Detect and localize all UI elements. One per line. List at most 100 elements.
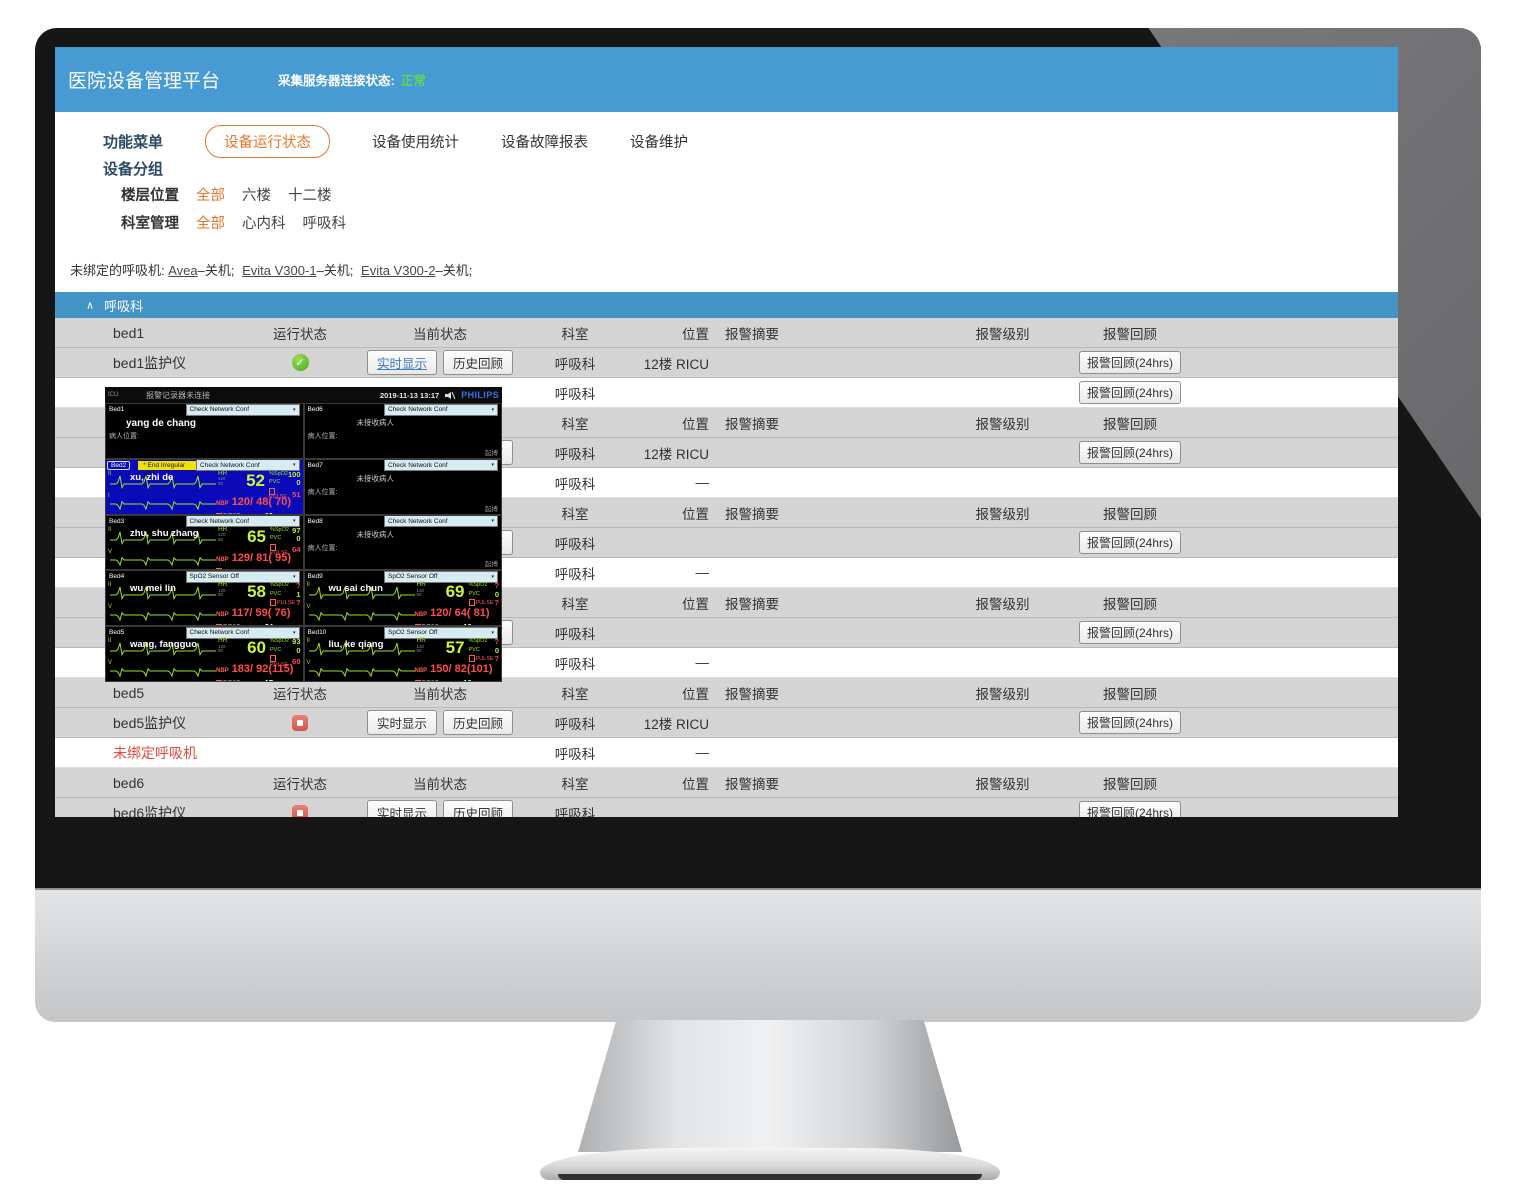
- pacer-label: 起搏: [485, 449, 498, 457]
- patient-name: xu, zhi de: [130, 471, 174, 483]
- network-status-dropdown[interactable]: Check Network Conf ▾: [185, 515, 300, 528]
- floor-option-all[interactable]: 全部: [196, 187, 225, 204]
- alarm-box-icon: [270, 599, 276, 607]
- alarm-review-24hrs-button[interactable]: 报警回顾(24hrs): [1078, 441, 1181, 464]
- history-review-button[interactable]: 历史回顾: [443, 350, 514, 375]
- tab-device-running-status[interactable]: 设备运行状态: [205, 124, 331, 158]
- alarm-box-icon: [468, 655, 475, 663]
- col-department: 科室: [561, 416, 589, 432]
- history-review-button[interactable]: 历史回顾: [443, 710, 514, 735]
- department-option-cardiology[interactable]: 心内科: [242, 215, 286, 232]
- pulse-row: PULSE 64: [270, 543, 301, 557]
- col-alarm-summary: 报警摘要: [725, 326, 779, 342]
- server-status-value: 正常: [400, 74, 426, 88]
- spo2-label: %SpO2: [270, 638, 289, 645]
- alarm-review-24hrs-button[interactable]: 报警回顾(24hrs): [1078, 801, 1181, 817]
- network-status-dropdown[interactable]: SpO2 Sensor Off ▾: [384, 627, 498, 639]
- col-alarm-review: 报警回顾: [1103, 686, 1157, 702]
- hr-limits: HR 120 50: [417, 582, 430, 607]
- patient-location-label: 病人位置:: [307, 544, 338, 552]
- alarm-box-icon: [414, 679, 421, 681]
- spo2-label: %SpO2: [468, 638, 488, 645]
- ventilator-link-evita-v300-2[interactable]: Evita V300-2: [361, 263, 436, 278]
- dropdown-text: Check Network Conf: [189, 629, 250, 637]
- nbp-value: 120/ 48( 70): [231, 495, 291, 508]
- department-cell: 呼吸科: [554, 806, 596, 818]
- bed-id-badge: Bed10: [307, 629, 327, 637]
- tile-header: Bed5 Check Network Conf ▾: [106, 627, 303, 639]
- alarm-box-icon: [468, 599, 475, 607]
- nav-tabs: 功能菜单 设备运行状态 设备使用统计 设备故障报表 设备维护: [55, 112, 1398, 158]
- nbp-row: NBP 117/ 59( 76): [216, 604, 290, 619]
- collapse-caret-icon[interactable]: ∧: [86, 299, 95, 312]
- tab-device-maintenance[interactable]: 设备维护: [630, 134, 689, 151]
- vitals-block: HR 120 50 52 %SpO2 100 PVC 0 PULSE 51: [218, 470, 301, 501]
- col-current-status: 当前状态: [413, 686, 467, 702]
- alarm-review-cell: 报警回顾(24hrs): [1060, 381, 1200, 404]
- history-review-button[interactable]: 历史回顾: [443, 800, 514, 817]
- alarm-review-24hrs-button[interactable]: 报警回顾(24hrs): [1078, 351, 1181, 374]
- network-status-dropdown[interactable]: Check Network Conf ▾: [384, 459, 498, 472]
- alarm-box-icon: [216, 568, 222, 570]
- spo2-label: %SpO2: [270, 582, 289, 589]
- tab-device-fault-report[interactable]: 设备故障报表: [501, 134, 589, 151]
- ventilator-link-evita-v300-1[interactable]: Evita V300-1: [242, 263, 317, 278]
- network-status-dropdown[interactable]: SpO2 Sensor Off ▾: [185, 571, 300, 583]
- bed-id-label: bed5: [113, 684, 145, 701]
- pvc-value: 0: [296, 478, 301, 488]
- patient-location-label: 病人位置:: [307, 433, 338, 440]
- tab-device-usage-stats[interactable]: 设备使用统计: [372, 134, 460, 151]
- hr-limits: HR 120 50: [218, 582, 231, 607]
- alarm-review-24hrs-button[interactable]: 报警回顾(24hrs): [1078, 531, 1181, 554]
- alarm-review-cell: 报警回顾(24hrs): [1060, 441, 1200, 464]
- department-option-respiratory[interactable]: 呼吸科: [302, 215, 347, 232]
- pvc-value: 1: [296, 589, 301, 599]
- ventilator-link-avea[interactable]: Avea: [168, 263, 198, 278]
- respiratory-section-bar[interactable]: ∧ 呼吸科: [55, 292, 1398, 318]
- network-status-dropdown[interactable]: Check Network Conf ▾: [196, 459, 300, 472]
- col-location: 位置: [682, 596, 709, 612]
- pvc-row: PVC 0: [469, 591, 500, 599]
- floor-option-6f[interactable]: 六楼: [242, 187, 271, 204]
- col-alarm-summary: 报警摘要: [725, 506, 779, 522]
- realtime-display-button[interactable]: 实时显示: [366, 350, 437, 375]
- stop-square: [297, 719, 303, 726]
- department-option-all[interactable]: 全部: [196, 215, 225, 232]
- tab-function-menu[interactable]: 功能菜单: [103, 133, 164, 151]
- network-status-dropdown[interactable]: SpO2 Sensor Off ▾: [384, 571, 498, 583]
- hr-value: 65: [247, 526, 266, 546]
- ecg-waveform: [308, 667, 415, 678]
- realtime-display-button[interactable]: 实时显示: [366, 800, 437, 817]
- nbp-value: 117/ 59( 76): [231, 607, 291, 620]
- pulse-label: PULSE: [269, 487, 292, 501]
- patient-name: wu sai chun: [328, 583, 383, 595]
- col-alarm-level: 报警级别: [975, 326, 1030, 342]
- floor-option-12f[interactable]: 十二楼: [288, 187, 332, 204]
- floor-filter-label: 楼层位置: [121, 187, 179, 204]
- col-location: 位置: [682, 506, 709, 522]
- hr-high-limit: 120: [218, 587, 226, 593]
- network-status-dropdown[interactable]: Check Network Conf ▾: [185, 627, 300, 639]
- lead-label: V: [306, 604, 311, 611]
- network-status-dropdown[interactable]: Check Network Conf ▾: [384, 403, 498, 416]
- patient-name: 未接收病人: [356, 418, 395, 427]
- network-status-dropdown[interactable]: Check Network Conf ▾: [185, 403, 300, 416]
- spo2-value: ?: [494, 637, 499, 647]
- alarm-review-cell: 报警回顾(24hrs): [1060, 801, 1200, 817]
- pvc-label: PVC: [269, 479, 281, 486]
- realtime-display-button[interactable]: 实时显示: [366, 710, 437, 735]
- alarm-review-24hrs-button[interactable]: 报警回顾(24hrs): [1078, 381, 1181, 404]
- pulse-label: PULSE: [270, 543, 292, 557]
- alarm-review-24hrs-button[interactable]: 报警回顾(24hrs): [1078, 711, 1181, 734]
- dropdown-text: Check Network Conf: [388, 461, 448, 469]
- alarm-recorder-status: 报警记录器未连接: [146, 390, 210, 400]
- hr-value: 58: [247, 582, 266, 602]
- spo2-row: %SpO2?: [270, 582, 301, 590]
- vitals-block: HR 120 50 57 %SpO2? PVC 0 PULSE?: [417, 637, 499, 663]
- network-status-dropdown[interactable]: Check Network Conf ▾: [384, 515, 498, 528]
- alarm-review-24hrs-button[interactable]: 报警回顾(24hrs): [1078, 621, 1181, 644]
- chevron-down-icon: ▾: [491, 462, 494, 469]
- section-title: 呼吸科: [104, 298, 144, 314]
